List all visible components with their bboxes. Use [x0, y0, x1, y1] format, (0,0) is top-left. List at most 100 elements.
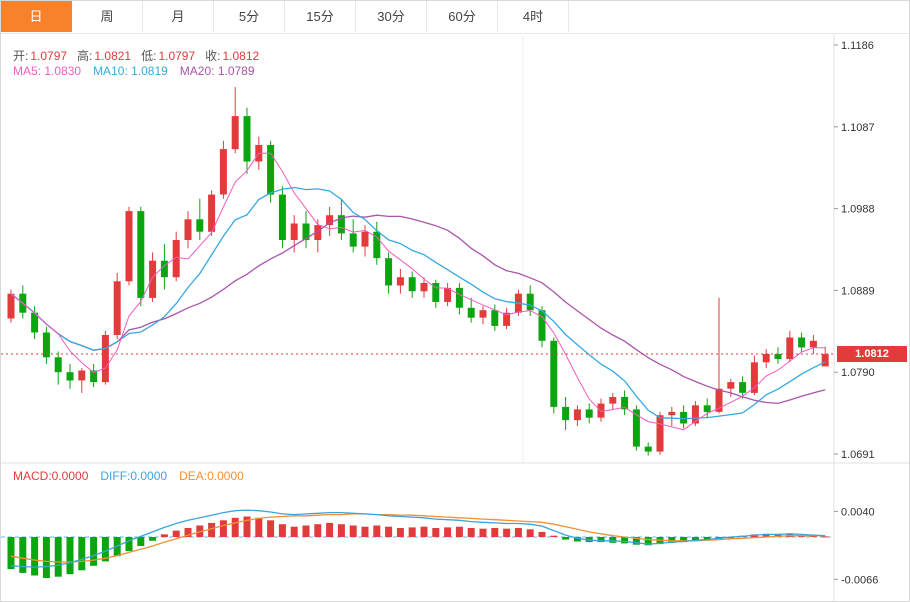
- tab-15min[interactable]: 15分: [285, 1, 356, 32]
- macd-bar-negative: [573, 537, 581, 542]
- candle-up: [125, 211, 133, 282]
- candle-down: [54, 357, 62, 373]
- candle-up: [609, 397, 617, 404]
- macd-bar-negative: [149, 537, 157, 541]
- candle-series: [7, 87, 829, 456]
- macd-bar-positive: [302, 525, 310, 537]
- candle-down: [160, 260, 168, 278]
- macd-bar-positive: [361, 526, 369, 537]
- dea-readout: DEA:0.0000: [179, 469, 244, 483]
- candle-up: [149, 260, 157, 298]
- tab-60min[interactable]: 60分: [427, 1, 498, 32]
- candle-up: [420, 283, 428, 292]
- macd-bar-positive: [396, 528, 404, 537]
- macd-bar-positive: [467, 528, 475, 537]
- candle-up: [314, 225, 322, 240]
- macd-bar-negative: [31, 537, 39, 576]
- candle-up: [7, 293, 15, 319]
- macd-bar-positive: [184, 528, 192, 537]
- ma20-readout: MA20: 1.0789: [179, 64, 255, 78]
- open-label: 开:: [13, 49, 29, 63]
- dea-line: [10, 513, 826, 563]
- macd-bar-negative: [680, 537, 688, 543]
- candle-up: [231, 116, 239, 150]
- low-label: 低:: [141, 49, 157, 63]
- macd-bar-positive: [762, 533, 770, 537]
- macd-bar-positive: [774, 534, 782, 537]
- macd-bar-positive: [160, 534, 168, 537]
- macd-bar-positive: [231, 517, 239, 537]
- candle-up: [573, 409, 581, 421]
- low-value: 1.0797: [158, 49, 196, 63]
- candle-up: [396, 277, 404, 286]
- macd-bar-positive: [550, 535, 558, 537]
- macd-bar-negative: [78, 537, 86, 571]
- candle-up: [208, 194, 216, 232]
- tab-month[interactable]: 月: [143, 1, 214, 32]
- candle-down: [302, 223, 310, 240]
- price-axis-label: 1.0691: [841, 449, 875, 461]
- macd-bar-positive: [526, 529, 534, 537]
- candle-down: [196, 219, 204, 232]
- price-axis-label: 1.0889: [841, 285, 875, 297]
- candle-down: [538, 310, 546, 341]
- macd-bar-positive: [821, 536, 829, 538]
- price-axis-label: 1.1087: [841, 122, 875, 134]
- macd-bar-positive: [432, 528, 440, 537]
- candle-down: [550, 340, 558, 407]
- macd-bar-positive: [219, 520, 227, 537]
- candle-up: [172, 240, 180, 278]
- candle-up: [762, 354, 770, 363]
- high-value: 1.0821: [94, 49, 132, 63]
- candle-up: [326, 215, 334, 226]
- macd-bar-negative: [137, 537, 145, 546]
- macd-bar-negative: [609, 537, 617, 543]
- candle-up: [479, 310, 487, 318]
- ma-info: MA5: 1.0830 MA10: 1.0819 MA20: 1.0789: [13, 64, 255, 78]
- macd-axis-label: 0.0040: [841, 506, 875, 518]
- candle-up: [503, 312, 511, 326]
- candle-down: [267, 145, 275, 195]
- macd-bar-positive: [255, 517, 263, 537]
- macd-bar-positive: [373, 525, 381, 537]
- high-label: 高:: [77, 49, 93, 63]
- candle-down: [491, 310, 499, 326]
- tab-4h[interactable]: 4时: [498, 1, 569, 32]
- tab-30min[interactable]: 30分: [356, 1, 427, 32]
- tab-5min[interactable]: 5分: [214, 1, 285, 32]
- candle-up: [727, 382, 735, 389]
- candle-down: [774, 354, 782, 359]
- macd-bar-positive: [514, 528, 522, 537]
- candle-down: [703, 405, 711, 412]
- candle-down: [66, 372, 74, 381]
- candle-down: [455, 287, 463, 308]
- ma5-readout: MA5: 1.0830: [13, 64, 82, 78]
- candle-up: [101, 335, 109, 383]
- macd-bar-negative: [668, 537, 676, 543]
- candle-up: [219, 149, 227, 195]
- macd-bar-positive: [538, 531, 546, 537]
- macd-bar-negative: [703, 537, 711, 541]
- tab-week[interactable]: 周: [72, 1, 143, 32]
- candle-down: [337, 215, 345, 234]
- macd-histogram: [7, 516, 829, 578]
- candle-down: [373, 231, 381, 259]
- macd-bar-positive: [208, 522, 216, 537]
- candle-down: [562, 406, 570, 421]
- candle-down: [680, 411, 688, 424]
- candle-down: [137, 211, 145, 298]
- candle-down: [526, 293, 534, 311]
- macd-bar-positive: [455, 526, 463, 537]
- candle-up: [821, 354, 829, 367]
- candle-down: [349, 233, 357, 247]
- macd-bar-positive: [491, 528, 499, 537]
- macd-readout: MACD:0.0000: [13, 469, 89, 483]
- tab-day[interactable]: 日: [1, 1, 72, 32]
- macd-bar-negative: [621, 537, 629, 544]
- candle-down: [90, 370, 98, 383]
- candle-down: [408, 277, 416, 292]
- macd-bar-positive: [444, 527, 452, 537]
- ma10-readout: MA10: 1.0819: [93, 64, 168, 78]
